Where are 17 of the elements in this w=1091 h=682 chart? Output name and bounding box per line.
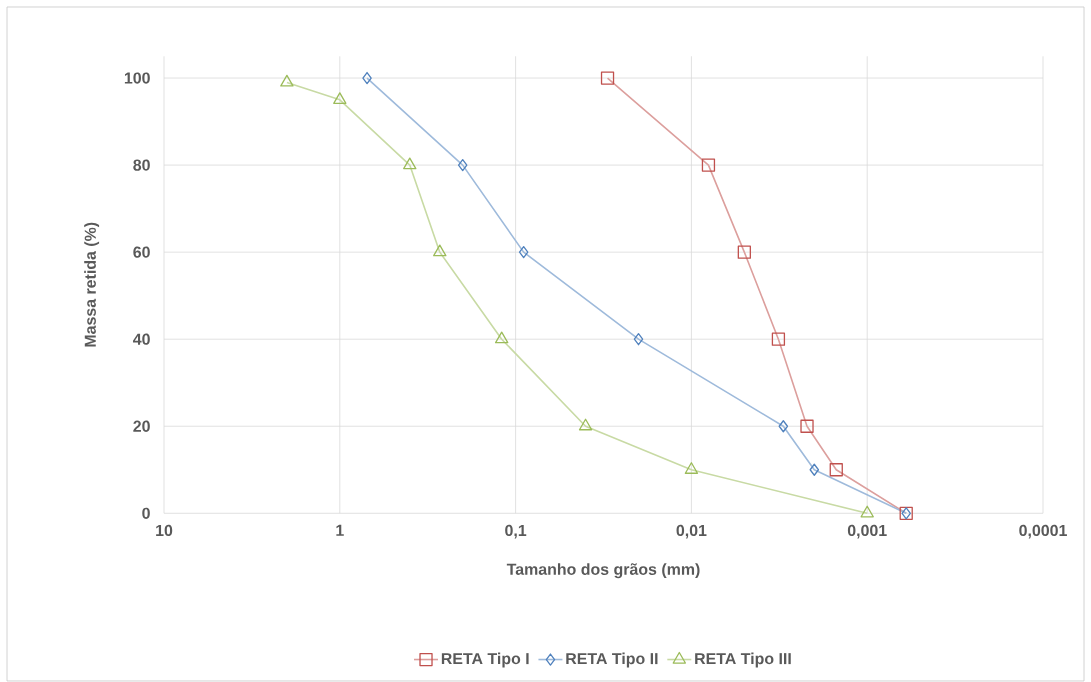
- x-tick-label: 1: [336, 524, 344, 536]
- legend-label: RETA Tipo III: [695, 652, 791, 668]
- x-tick-label: 0,0001: [1019, 524, 1067, 539]
- x-tick-label: 10: [156, 524, 173, 537]
- y-tick-label: 80: [133, 159, 150, 171]
- x-axis-title: Tamanho dos grãos (mm): [506, 563, 700, 579]
- legend-label: RETA Tipo II: [566, 652, 658, 668]
- y-tick-label: 0: [142, 507, 150, 519]
- y-tick-label: 100: [124, 72, 150, 84]
- x-tick-label: 0,1: [505, 524, 527, 539]
- y-tick-label: 40: [133, 333, 150, 345]
- legend-label: RETA Tipo I: [441, 652, 529, 668]
- y-tick-label: 20: [133, 420, 150, 432]
- y-tick-label: 60: [133, 246, 150, 258]
- x-tick-label: 0,01: [676, 524, 707, 539]
- x-tick-label: 0,001: [847, 524, 887, 539]
- y-axis-title: Massa retida (%): [84, 222, 100, 347]
